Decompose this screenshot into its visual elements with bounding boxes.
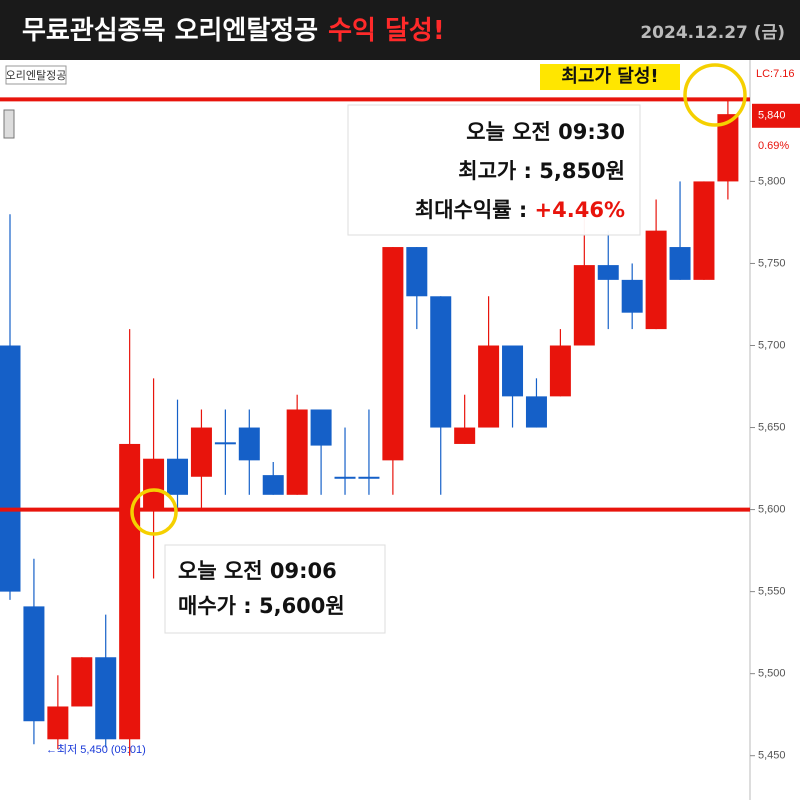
y-tick-label: 5,500 (758, 668, 786, 680)
y-tick-label: 5,650 (758, 421, 786, 433)
peak-note-bg (540, 64, 680, 90)
buy-line: 매수가 : 5,600원 (178, 594, 345, 618)
candle-body (573, 265, 595, 346)
candle-body (693, 181, 715, 280)
candle-body (478, 345, 500, 428)
last-price-box (752, 103, 800, 128)
sell-line: 최대수익률 : +4.46% (415, 198, 625, 222)
candle-body (334, 476, 356, 479)
candle-body (645, 230, 667, 330)
candle-body (430, 296, 452, 428)
candle-body (669, 247, 691, 280)
candle-body (238, 427, 260, 461)
candle-body (0, 345, 21, 592)
scroll-icon (3, 109, 15, 139)
header-bar (0, 0, 800, 60)
sell-label: 최대수익률 : (415, 198, 535, 222)
peak-note: 최고가 달성! (561, 66, 658, 87)
candle-body (95, 657, 117, 740)
candle-body (262, 475, 284, 495)
candle-body (214, 442, 236, 445)
highlight-circle (130, 488, 178, 536)
y-tick-label: 5,600 (758, 503, 786, 515)
candle-body (454, 427, 476, 444)
candle-body (47, 706, 69, 740)
candle-body (310, 409, 332, 446)
side-label: 0.69% (758, 140, 789, 152)
candle-body (549, 345, 571, 397)
candle-body (23, 606, 45, 722)
label-box (5, 65, 67, 85)
candle-body (143, 458, 165, 510)
candle-body (525, 396, 547, 428)
candle-body (406, 247, 428, 297)
y-tick-label: 5,450 (758, 750, 786, 762)
y-tick-label: 5,550 (758, 586, 786, 598)
candle-body (358, 476, 380, 479)
title-text: 무료관심종목 오리엔탈정공 (22, 16, 318, 46)
candle-body (382, 247, 404, 461)
sell-line: 오늘 오전 09:30 (466, 120, 625, 144)
low-note: ←최저 5,450 (09:01) (46, 743, 146, 756)
y-tick-label: 5,750 (758, 257, 786, 269)
candle-body (717, 114, 739, 182)
candle-body (286, 409, 308, 495)
sell-line: 최고가 : 5,850원 (458, 159, 625, 183)
sell-box (347, 104, 641, 236)
header-title: 무료관심종목 오리엔탈정공 수익 달성! (22, 16, 445, 46)
candle-body (597, 265, 619, 280)
candle-body (621, 279, 643, 313)
candle-body (190, 427, 212, 477)
sell-gain: +4.46% (535, 198, 625, 222)
candle-body (71, 657, 93, 707)
side-label: LC:7.16 (756, 68, 795, 80)
header-date: 2024.12.27 (금) (640, 23, 785, 43)
highlight-circle (683, 63, 747, 127)
candle-body (502, 345, 524, 397)
buy-box (164, 544, 386, 634)
stock-label: 오리엔탈정공 (6, 69, 67, 82)
y-tick-label: 5,700 (758, 339, 786, 351)
last-price-label: 5,840 (758, 110, 786, 122)
title-highlight: 수익 달성! (328, 16, 445, 46)
y-tick-label: 5,800 (758, 175, 786, 187)
candle-body (119, 443, 141, 740)
buy-line: 오늘 오전 09:06 (178, 559, 337, 583)
candle-body (167, 458, 189, 495)
